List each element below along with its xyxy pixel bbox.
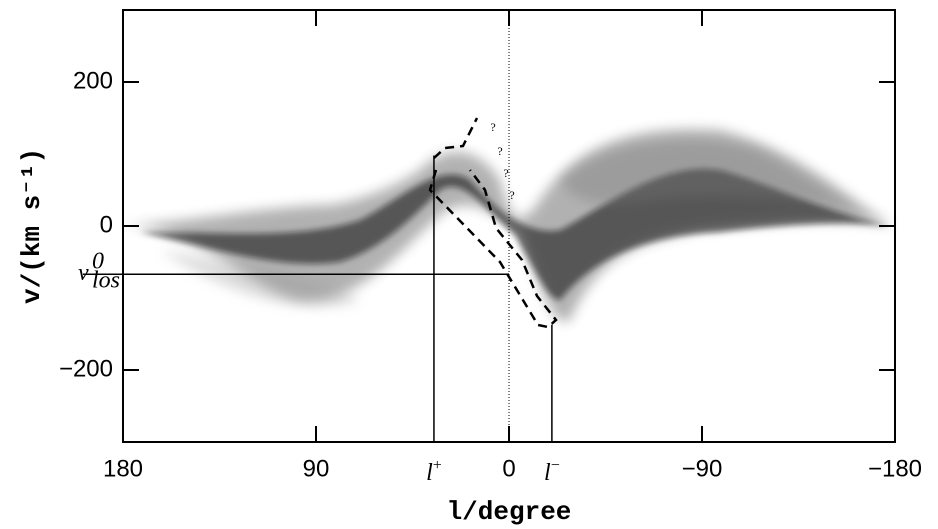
x-tick-label: 0 [502, 455, 515, 482]
dashed-region [428, 117, 558, 329]
marker-label-text: v [78, 260, 89, 286]
marker-label-sub: los [92, 268, 120, 294]
question-mark: ? [497, 144, 502, 158]
y-tick-label: 0 [100, 211, 113, 238]
marker-label-sup: − [551, 457, 560, 474]
x-tick-label: −180 [868, 455, 922, 482]
question-mark: ? [490, 120, 495, 134]
marker-label: v [78, 260, 89, 286]
marker-label-sup: + [433, 457, 442, 474]
y-axis-label: v/(km s⁻¹) [17, 148, 47, 304]
marker-label: l+ [426, 457, 442, 486]
question-mark: ? [509, 188, 514, 202]
x-axis-label: l/degree [447, 497, 572, 527]
marker-label-text: l [426, 460, 433, 486]
x-tick-label: 180 [103, 455, 143, 482]
density-cloud [125, 129, 893, 322]
y-tick-label: −200 [59, 355, 113, 382]
marker-label-text: l [544, 460, 551, 486]
marker-label: l− [544, 457, 560, 486]
marker-label-sup: 0 [92, 249, 104, 275]
question-mark: ? [503, 166, 508, 180]
x-tick-label: −90 [682, 455, 723, 482]
x-tick-label: 90 [303, 455, 330, 482]
y-tick-label: 200 [73, 67, 113, 94]
